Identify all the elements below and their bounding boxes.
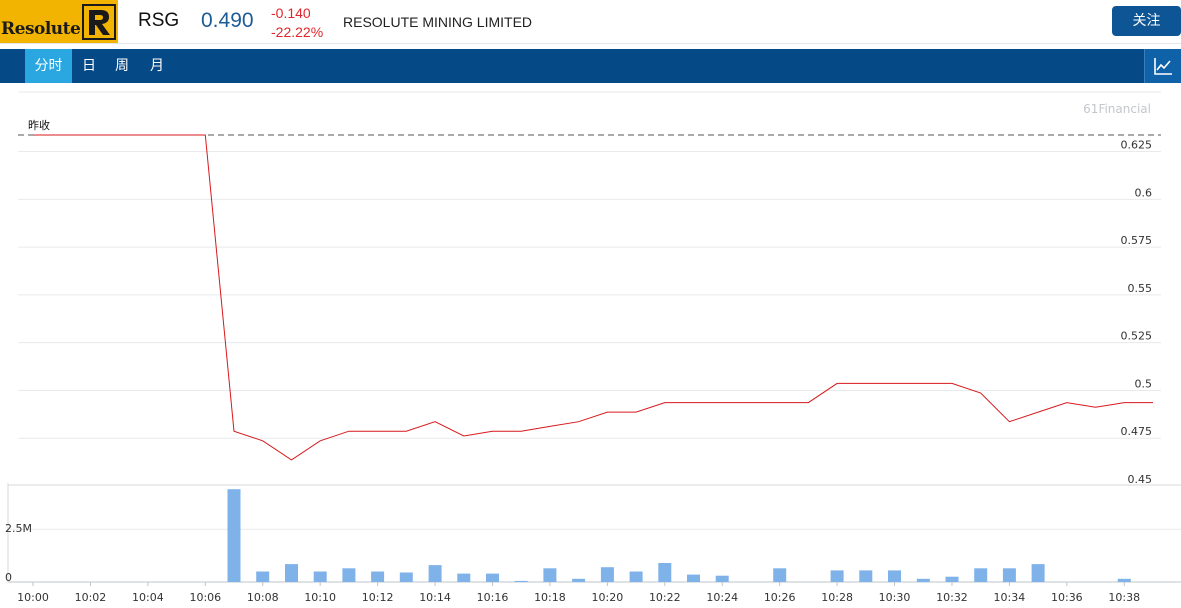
volume-bar bbox=[945, 576, 959, 582]
quote-header: Resolute RSG 0.490 -0.140 -22.22% RESOLU… bbox=[0, 0, 1181, 44]
x-tick-label: 10:06 bbox=[189, 591, 221, 604]
volume-bar bbox=[1117, 578, 1131, 582]
price-line bbox=[33, 134, 1153, 461]
x-tick-label: 10:24 bbox=[706, 591, 738, 604]
change-percent: -22.22% bbox=[271, 24, 324, 40]
y-tick-label: 0.45 bbox=[1128, 473, 1153, 486]
chart-type-toggle[interactable] bbox=[1144, 49, 1181, 83]
volume-bar bbox=[830, 570, 844, 582]
tab-monthly[interactable]: 月 bbox=[150, 58, 164, 74]
volume-bar bbox=[514, 580, 528, 582]
x-tick-label: 10:04 bbox=[132, 591, 164, 604]
x-tick-label: 10:16 bbox=[477, 591, 509, 604]
volume-bar bbox=[629, 571, 643, 582]
x-tick-label: 10:14 bbox=[419, 591, 451, 604]
x-tick-label: 10:00 bbox=[17, 591, 49, 604]
x-tick-label: 10:32 bbox=[936, 591, 968, 604]
volume-bar bbox=[888, 570, 901, 582]
intraday-chart: 61Financial 0.625 0.6 0.575 0.55 0.525 0.5 0.4… bbox=[5, 91, 1181, 604]
volume-bar bbox=[342, 568, 356, 582]
x-tick-label: 10:30 bbox=[879, 591, 911, 604]
volume-bar bbox=[916, 578, 930, 582]
volume-bar bbox=[256, 571, 270, 582]
y-axis-labels: 0.625 0.6 0.575 0.55 0.525 0.5 0.475 0.45 bbox=[1121, 139, 1153, 486]
volume-bar bbox=[658, 563, 672, 582]
prev-close-label: 昨收 bbox=[28, 118, 50, 132]
volume-bar bbox=[428, 565, 442, 582]
x-tick-label: 10:12 bbox=[362, 591, 394, 604]
x-tick-label: 10:26 bbox=[764, 591, 796, 604]
x-tick-label: 10:28 bbox=[821, 591, 853, 604]
tab-intraday[interactable]: 分时 bbox=[25, 49, 72, 83]
tab-weekly[interactable]: 周 bbox=[115, 58, 129, 74]
chart-grid bbox=[7, 91, 1181, 583]
tab-daily[interactable]: 日 bbox=[82, 58, 96, 74]
x-axis-labels: 10:00 10:02 10:04 10:06 10:08 10:10 10:12 10:14… bbox=[17, 582, 1140, 604]
x-tick-label: 10:10 bbox=[304, 591, 336, 604]
change-value: -0.140 bbox=[271, 5, 311, 21]
volume-bar bbox=[715, 575, 729, 582]
volume-bar bbox=[313, 571, 327, 582]
volume-bar bbox=[859, 570, 873, 582]
resolute-r-logo-icon bbox=[82, 4, 116, 40]
volume-tick-label: 2.5M bbox=[5, 522, 32, 535]
volume-bar bbox=[543, 568, 557, 582]
volume-zero-label: 0 bbox=[5, 571, 12, 584]
volume-bar bbox=[486, 573, 499, 582]
y-tick-label: 0.475 bbox=[1121, 425, 1153, 438]
volume-bar bbox=[687, 574, 700, 582]
volume-bar bbox=[371, 571, 385, 582]
y-tick-label: 0.55 bbox=[1128, 282, 1153, 295]
x-tick-label: 10:34 bbox=[994, 591, 1026, 604]
volume-bar bbox=[457, 573, 471, 582]
volume-bar bbox=[600, 567, 614, 582]
y-tick-label: 0.625 bbox=[1121, 139, 1153, 152]
logo-text: Resolute bbox=[1, 19, 81, 39]
y-tick-label: 0.575 bbox=[1121, 234, 1153, 247]
last-price: 0.490 bbox=[201, 9, 254, 32]
price-change: -0.140 -22.22% bbox=[271, 4, 323, 42]
period-tabs: 分时 日 周 月 bbox=[0, 49, 1181, 83]
x-tick-label: 10:38 bbox=[1108, 591, 1140, 604]
x-tick-label: 10:22 bbox=[649, 591, 681, 604]
watermark: 61Financial bbox=[1083, 102, 1151, 116]
volume-bar bbox=[572, 578, 586, 582]
x-tick-label: 10:36 bbox=[1051, 591, 1083, 604]
company-logo: Resolute bbox=[0, 0, 118, 43]
volume-bar bbox=[227, 489, 241, 582]
company-name: RESOLUTE MINING LIMITED bbox=[343, 14, 533, 30]
volume-bar bbox=[974, 568, 988, 582]
y-tick-label: 0.525 bbox=[1121, 330, 1153, 343]
y-tick-label: 0.5 bbox=[1135, 377, 1153, 390]
line-chart-icon bbox=[1154, 58, 1172, 75]
x-tick-label: 10:02 bbox=[75, 591, 107, 604]
y-tick-label: 0.6 bbox=[1135, 186, 1153, 199]
volume-bar bbox=[399, 572, 413, 582]
stock-symbol: RSG bbox=[138, 10, 180, 31]
x-tick-label: 10:18 bbox=[534, 591, 566, 604]
volume-bar bbox=[285, 564, 298, 582]
volume-bar bbox=[1002, 568, 1016, 582]
x-tick-label: 10:08 bbox=[247, 591, 279, 604]
volume-bar bbox=[773, 568, 787, 582]
volume-bar bbox=[1031, 564, 1045, 582]
follow-button[interactable]: 关注 bbox=[1112, 6, 1181, 36]
x-tick-label: 10:20 bbox=[592, 591, 624, 604]
volume-bars bbox=[227, 489, 1131, 582]
